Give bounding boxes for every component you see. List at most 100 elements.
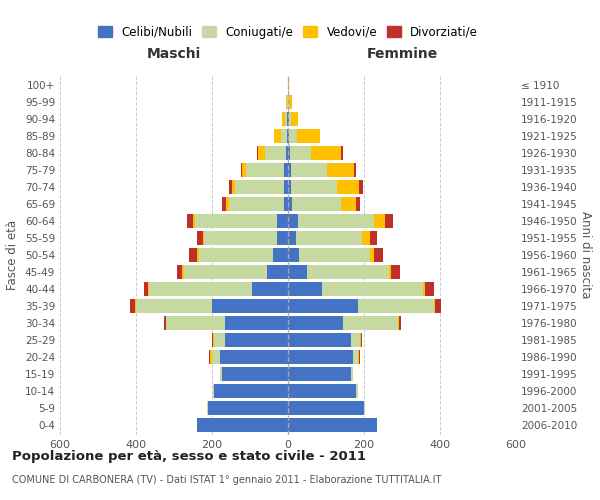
- Bar: [286, 112, 287, 126]
- Bar: [359, 180, 363, 194]
- Bar: [284, 163, 288, 177]
- Bar: [288, 299, 358, 313]
- Bar: [241, 163, 242, 177]
- Bar: [288, 197, 292, 211]
- Bar: [288, 129, 289, 143]
- Bar: [274, 129, 281, 143]
- Bar: [220, 367, 221, 381]
- Bar: [288, 214, 298, 228]
- Bar: [337, 180, 359, 194]
- Bar: [184, 265, 267, 279]
- Bar: [291, 180, 337, 194]
- Bar: [199, 248, 273, 262]
- Bar: [341, 197, 356, 211]
- Bar: [370, 231, 377, 245]
- Bar: [353, 350, 358, 364]
- Bar: [288, 367, 350, 381]
- Bar: [343, 316, 398, 330]
- Bar: [288, 418, 377, 432]
- Bar: [284, 180, 288, 194]
- Bar: [287, 112, 288, 126]
- Bar: [209, 350, 210, 364]
- Bar: [229, 180, 232, 194]
- Bar: [226, 197, 229, 211]
- Bar: [284, 197, 288, 211]
- Bar: [221, 367, 288, 381]
- Bar: [182, 265, 184, 279]
- Bar: [350, 367, 353, 381]
- Bar: [189, 248, 197, 262]
- Legend: Celibi/Nubili, Coniugati/e, Vedovi/e, Divorziati/e: Celibi/Nubili, Coniugati/e, Vedovi/e, Di…: [95, 24, 481, 41]
- Bar: [288, 282, 322, 296]
- Bar: [220, 350, 288, 364]
- Bar: [356, 384, 358, 398]
- Text: Femmine: Femmine: [367, 46, 437, 60]
- Bar: [311, 146, 341, 160]
- Bar: [166, 316, 226, 330]
- Bar: [214, 384, 288, 398]
- Bar: [212, 350, 220, 364]
- Bar: [385, 214, 392, 228]
- Bar: [226, 333, 288, 347]
- Bar: [299, 248, 370, 262]
- Bar: [212, 333, 213, 347]
- Bar: [290, 112, 298, 126]
- Bar: [288, 112, 289, 126]
- Bar: [273, 248, 288, 262]
- Bar: [288, 163, 291, 177]
- Y-axis label: Anni di nascita: Anni di nascita: [578, 212, 592, 298]
- Bar: [213, 333, 214, 347]
- Bar: [164, 316, 166, 330]
- Bar: [252, 282, 288, 296]
- Bar: [307, 265, 389, 279]
- Bar: [389, 265, 391, 279]
- Bar: [197, 248, 199, 262]
- Bar: [358, 299, 434, 313]
- Bar: [288, 401, 364, 415]
- Bar: [277, 231, 288, 245]
- Bar: [362, 231, 370, 245]
- Bar: [288, 180, 291, 194]
- Bar: [195, 214, 277, 228]
- Bar: [288, 231, 296, 245]
- Bar: [214, 333, 226, 347]
- Bar: [229, 197, 284, 211]
- Bar: [398, 316, 399, 330]
- Bar: [370, 248, 373, 262]
- Bar: [136, 299, 212, 313]
- Bar: [210, 350, 212, 364]
- Y-axis label: Fasce di età: Fasce di età: [7, 220, 19, 290]
- Bar: [208, 401, 288, 415]
- Bar: [176, 265, 182, 279]
- Bar: [360, 333, 361, 347]
- Bar: [187, 214, 193, 228]
- Bar: [222, 197, 226, 211]
- Bar: [297, 129, 320, 143]
- Bar: [361, 333, 362, 347]
- Bar: [286, 146, 288, 160]
- Bar: [289, 129, 297, 143]
- Bar: [423, 282, 425, 296]
- Bar: [265, 146, 286, 160]
- Bar: [148, 282, 149, 296]
- Bar: [287, 129, 288, 143]
- Bar: [288, 78, 289, 92]
- Bar: [277, 214, 288, 228]
- Bar: [213, 384, 214, 398]
- Bar: [298, 214, 373, 228]
- Bar: [359, 350, 360, 364]
- Bar: [203, 231, 205, 245]
- Bar: [246, 163, 284, 177]
- Bar: [364, 401, 365, 415]
- Bar: [399, 316, 401, 330]
- Bar: [292, 197, 341, 211]
- Bar: [391, 265, 400, 279]
- Bar: [288, 384, 356, 398]
- Bar: [373, 248, 383, 262]
- Bar: [130, 299, 135, 313]
- Bar: [135, 299, 136, 313]
- Bar: [242, 163, 246, 177]
- Bar: [322, 282, 423, 296]
- Bar: [193, 214, 195, 228]
- Bar: [149, 282, 252, 296]
